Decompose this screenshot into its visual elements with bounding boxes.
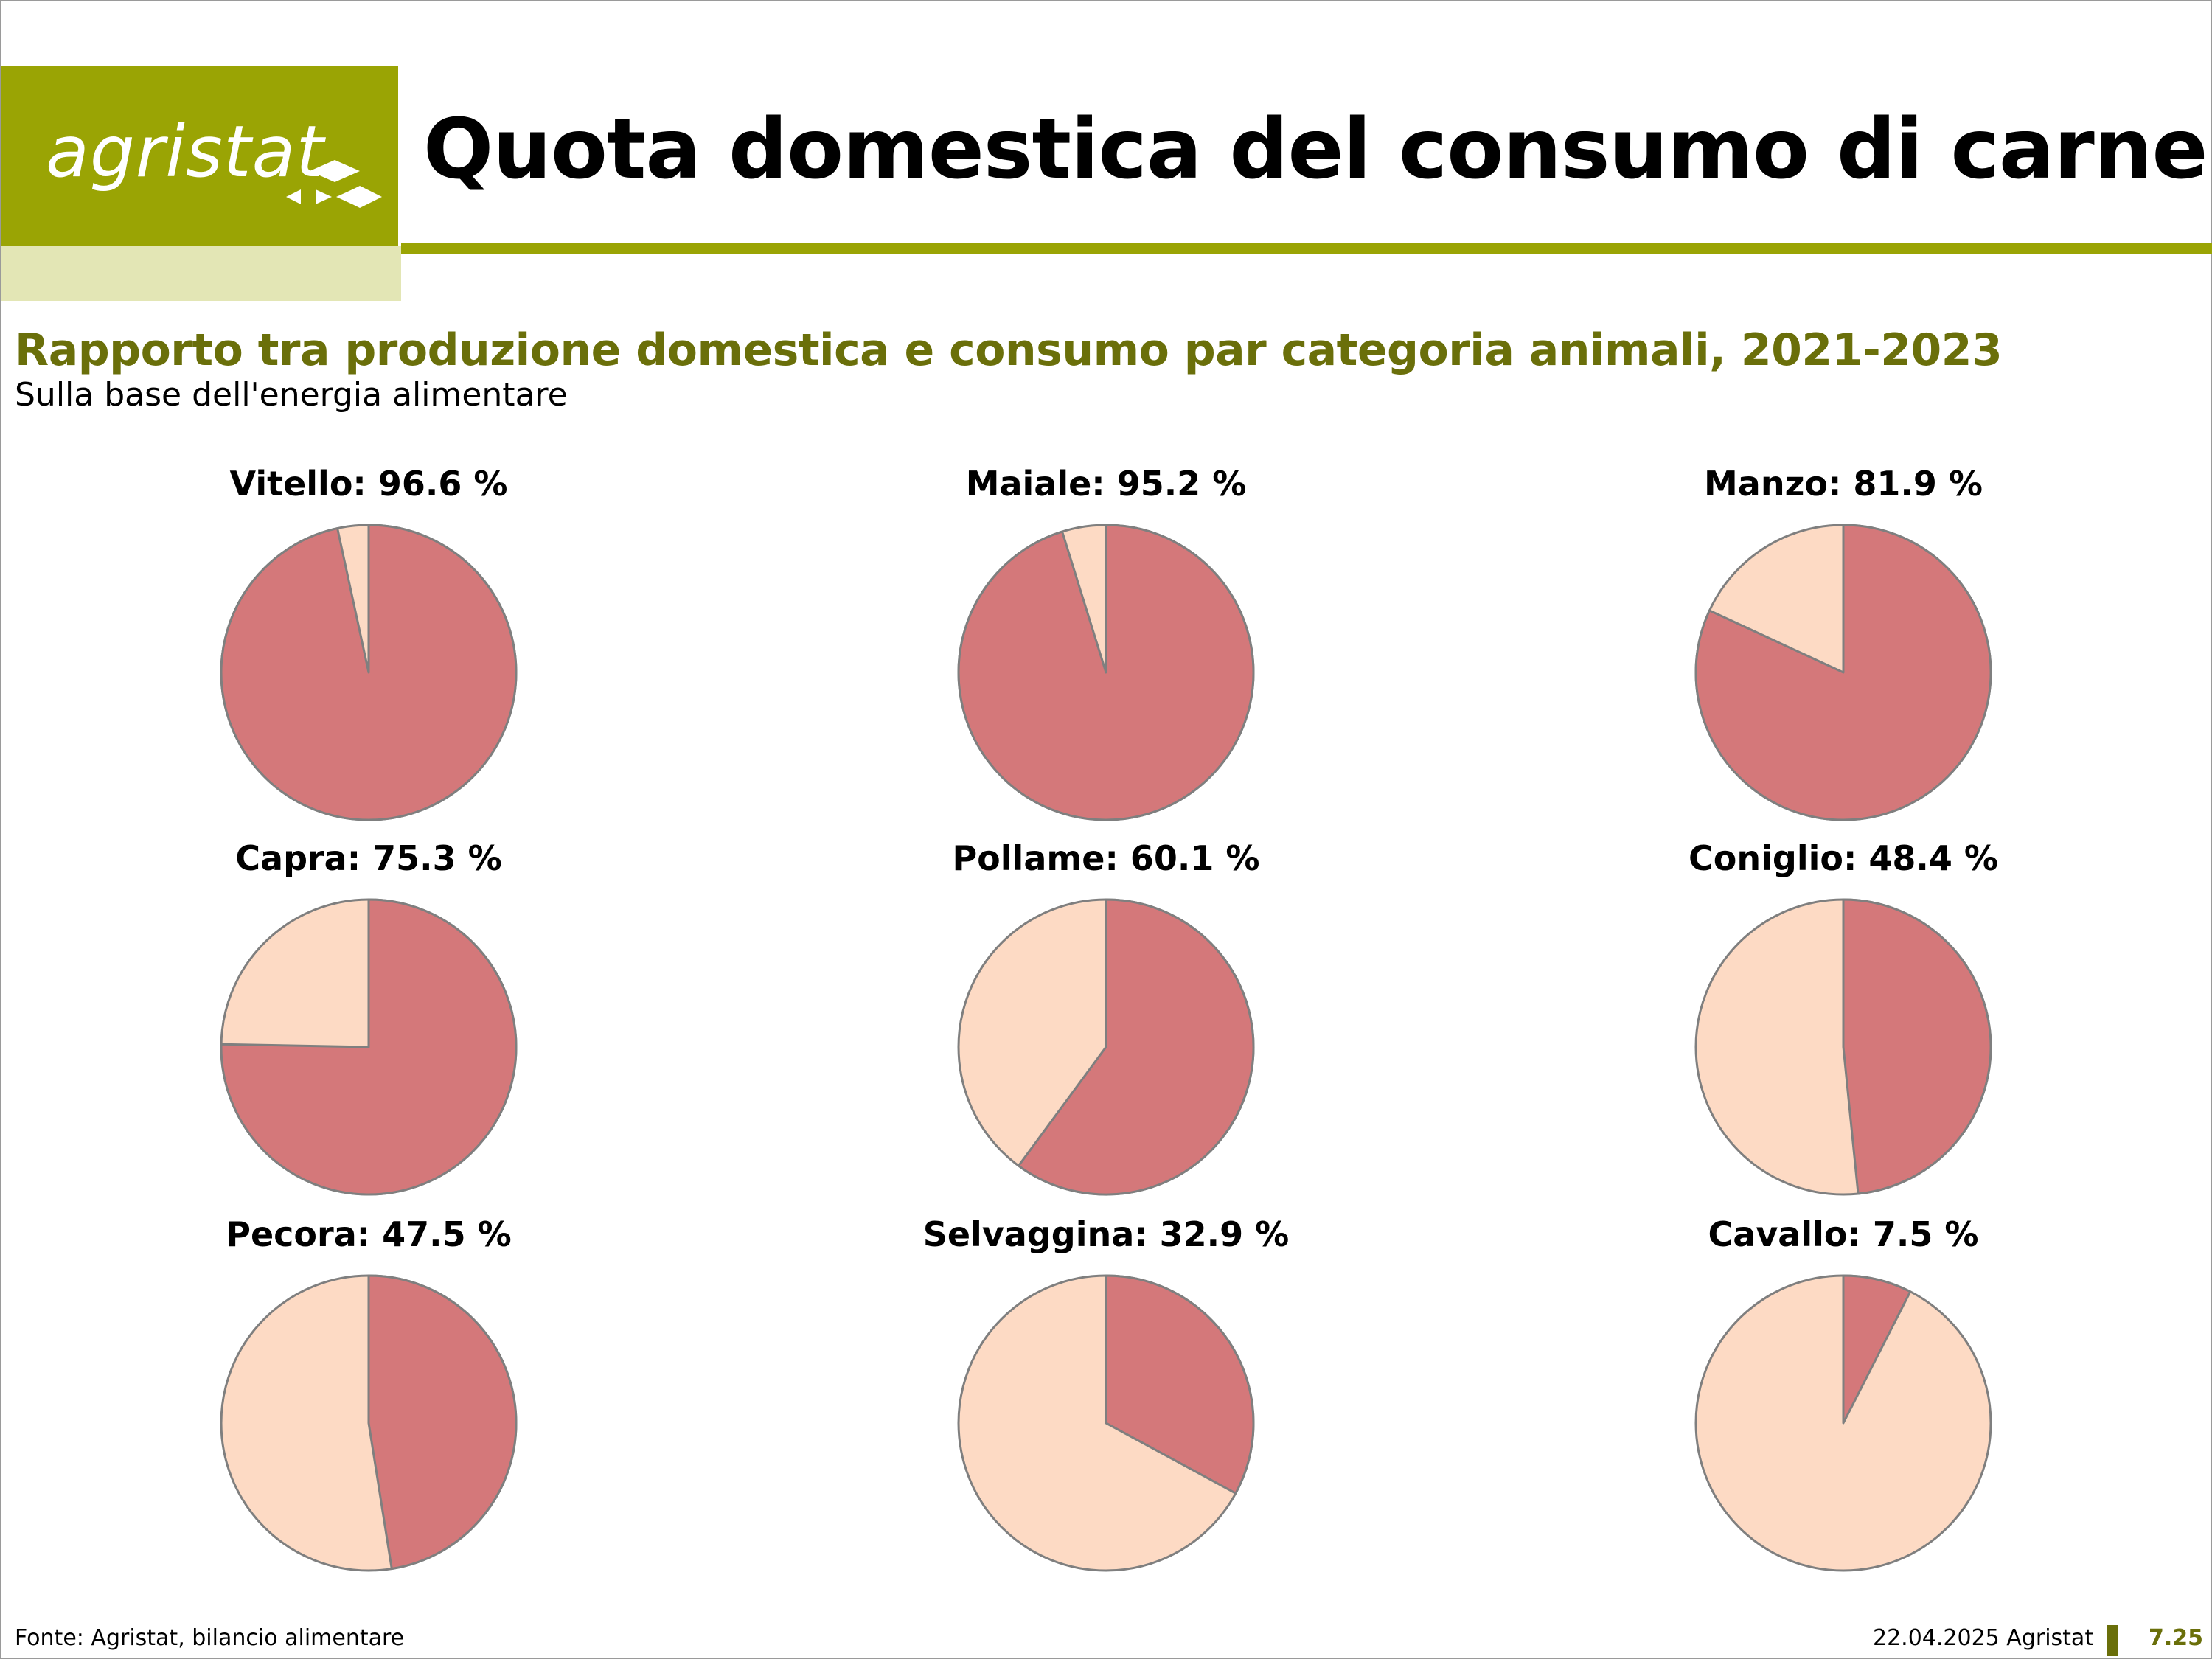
- chart-title: Rapporto tra produzione domestica e cons…: [15, 324, 2003, 376]
- pie-label: Vitello: 96.6 %: [230, 464, 508, 504]
- pie-slice-domestic: [220, 898, 518, 1196]
- pie-slice-domestic: [1842, 1274, 1912, 1425]
- pie-label: Selvaggina: 32.9 %: [923, 1214, 1290, 1254]
- footer-date: 22.04.2025 Agristat: [1873, 1625, 2094, 1651]
- page-number: 7.25: [2149, 1625, 2204, 1651]
- pie-capra: Capra: 75.3 %: [220, 838, 518, 1196]
- pie-label: Coniglio: 48.4 %: [1688, 838, 1998, 878]
- logo-underband: [1, 246, 401, 301]
- pie-label: Pecora: 47.5 %: [226, 1214, 512, 1254]
- pie-label: Pollame: 60.1 %: [952, 838, 1259, 878]
- pie-slice-domestic: [367, 1274, 518, 1571]
- pie-coniglio: Coniglio: 48.4 %: [1688, 838, 1998, 1196]
- page-title: Quota domestica del consumo di carne: [423, 102, 2208, 198]
- logo-panel: [1, 66, 398, 246]
- pie-label: Manzo: 81.9 %: [1704, 464, 1983, 504]
- pie-selvaggina: Selvaggina: 32.9 %: [923, 1214, 1290, 1572]
- pie-label: Capra: 75.3 %: [235, 838, 501, 878]
- source-note: Fonte: Agristat, bilancio alimentare: [15, 1625, 405, 1651]
- pie-maiale: Maiale: 95.2 %: [957, 464, 1255, 821]
- pie-vitello: Vitello: 96.6 %: [220, 464, 518, 821]
- pie-slice-domestic: [220, 524, 518, 821]
- agristat-mark-icon: [286, 160, 382, 208]
- footer-divider: [2107, 1625, 2118, 1656]
- chart-subtitle: Sulla base dell'energia alimentare: [15, 376, 568, 414]
- pie-label: Maiale: 95.2 %: [966, 464, 1247, 504]
- pie-pollame: Pollame: 60.1 %: [952, 838, 1260, 1196]
- pie-cavallo: Cavallo: 7.5 %: [1694, 1214, 1992, 1572]
- pie-slice-domestic: [1842, 898, 1992, 1195]
- pie-slice-domestic: [1694, 524, 1992, 821]
- pie-label: Cavallo: 7.5 %: [1708, 1214, 1979, 1254]
- header-rule: [401, 243, 2212, 254]
- pie-manzo: Manzo: 81.9 %: [1694, 464, 1992, 821]
- pie-slice-domestic: [1017, 898, 1255, 1196]
- agristat-logo: agristat: [46, 111, 325, 193]
- pie-slice-domestic: [957, 524, 1255, 821]
- pie-slice-domestic: [1105, 1274, 1255, 1495]
- pie-pecora: Pecora: 47.5 %: [220, 1214, 518, 1572]
